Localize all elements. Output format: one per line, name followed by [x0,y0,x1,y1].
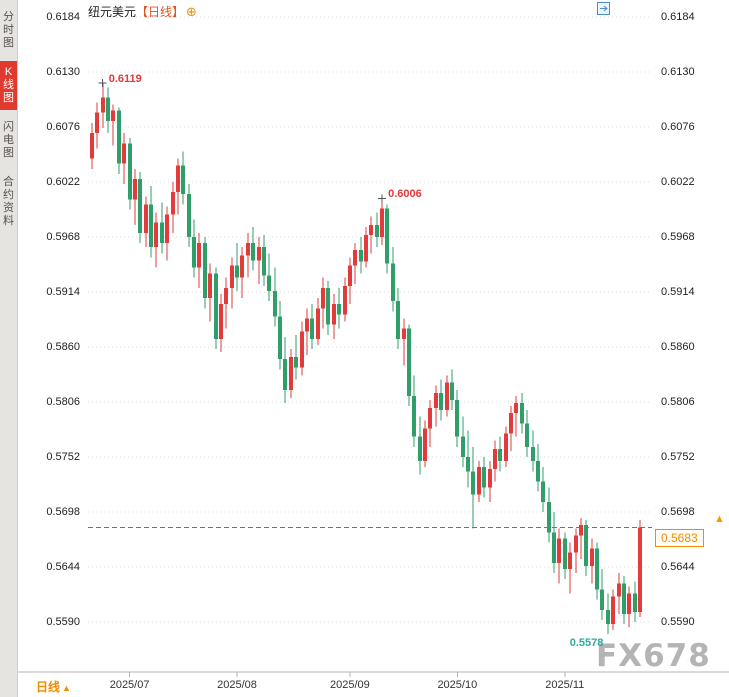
sidebar-tab-char: 合 [3,176,14,188]
y-axis-label-right: 0.6076 [661,121,695,133]
fx678-watermark: FX678 [596,638,711,674]
sidebar-tab-3[interactable]: 闪电图 [0,116,17,165]
y-axis-label-right: 0.6022 [661,176,695,188]
chart-layout-toolbar [597,2,658,15]
y-axis-label-left: 0.5806 [46,396,80,408]
pane-expand-icon[interactable] [597,2,658,15]
sidebar-tab-char: 分 [3,11,14,23]
period-title: 【日线】 [136,5,185,19]
y-axis-label-left: 0.6076 [46,121,80,133]
timeframe-label: 日线 [36,680,61,694]
sidebar-tab-char: 图 [3,147,14,159]
y-axis-label-right: 0.5644 [661,561,695,573]
y-axis-label-right: 0.5590 [661,616,695,628]
sidebar-tab-char: 资 [3,202,14,214]
x-axis-label: 2025/08 [217,679,257,691]
y-axis-label-right: 0.6130 [661,66,695,78]
sidebar-tab-4[interactable]: 合约资料 [0,171,17,233]
y-axis-label-left: 0.6184 [46,11,80,23]
x-axis-label: 2025/09 [329,679,370,691]
y-axis-label-right: 0.5752 [661,451,695,463]
add-indicator-icon[interactable]: ⊕ [186,4,197,19]
y-axis-label-right: 0.6184 [661,11,695,23]
timeframe-selector[interactable]: 日线 ▲ [36,678,71,695]
sidebar-tab-char: 图 [3,92,14,104]
sidebar-tab-char: 约 [3,189,14,201]
x-axis-label: 2025/11 [545,679,585,691]
chevron-up-icon: ▲ [62,683,71,693]
sidebar-tab-char: 图 [3,37,14,49]
chart-header: 纽元美元【日线】 ⊕ [88,3,197,20]
y-axis-label-right: 0.5968 [661,231,695,243]
y-axis-label-right: 0.5914 [661,286,695,298]
y-axis-label-left: 0.5644 [46,561,80,573]
sidebar-tab-char: 线 [3,79,14,91]
x-axis-label: 2025/07 [109,679,150,691]
y-axis-label-left: 0.5752 [46,451,80,463]
sidebar-tab-char: K [4,66,13,78]
sidebar-tab-char: 闪 [3,121,14,133]
high-price-marker: 0.6006 [388,188,422,201]
y-axis-label-left: 0.5914 [46,286,80,298]
y-axis-label-right: 0.5806 [661,396,695,408]
sidebar-tab-char: 电 [3,134,14,146]
y-axis-label-left: 0.6130 [46,66,80,78]
y-axis-label-right: 0.5860 [661,341,695,353]
x-axis-label: 2025/10 [437,679,478,691]
high-price-marker: 0.6119 [108,73,142,86]
y-axis-label-left: 0.5968 [46,231,80,243]
sidebar-tab-char: 时 [3,24,14,36]
y-axis-label-left: 0.5698 [46,506,80,518]
y-axis-label-left: 0.6022 [46,176,80,188]
sidebar-tab-1[interactable]: 分时图 [0,6,17,55]
current-price-badge: 0.5683 [655,529,704,548]
sidebar-tab-char: 料 [3,215,14,227]
y-axis-label-left: 0.5860 [46,341,80,353]
y-axis-label-left: 0.5590 [46,616,80,628]
low-price-marker: 0.5578 [569,637,604,650]
price-up-arrow-icon: ▲ [714,513,725,526]
symbol-title: 纽元美元 [88,5,137,19]
y-axis-label-right: 0.5698 [661,506,695,518]
